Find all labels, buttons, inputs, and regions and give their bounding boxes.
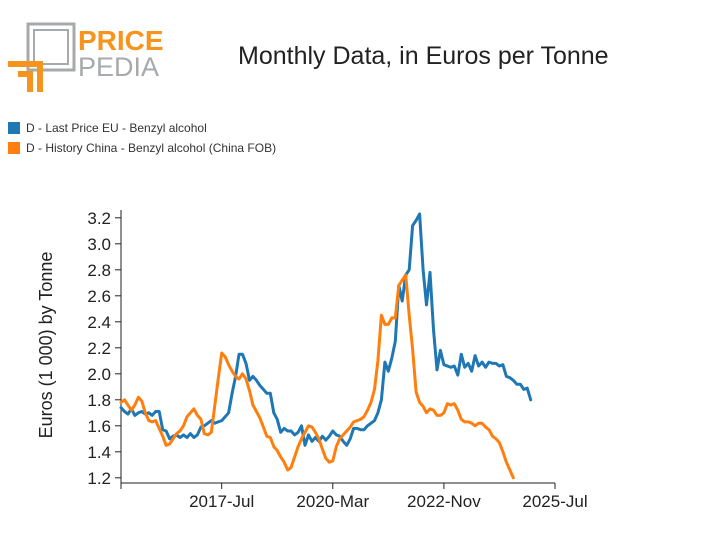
logo-mark-icon: PRICE PEDIA	[8, 22, 164, 92]
series-line-china[interactable]	[119, 273, 515, 480]
y-tick-label: 1.2	[87, 469, 111, 488]
x-tick-label: 2020-Mar	[296, 492, 369, 511]
x-axis: 2017-Jul 2020-Mar 2022-Nov 2025-Jul	[120, 482, 588, 511]
logo-frame-outer	[26, 22, 76, 72]
series-layer	[119, 212, 533, 480]
legend-label-china: D - History China - Benzyl alcohol (Chin…	[26, 141, 277, 155]
legend-item-eu[interactable]: D - Last Price EU - Benzyl alcohol	[8, 118, 276, 138]
series-line-eu[interactable]	[119, 212, 533, 447]
logo-bracket-inner	[18, 71, 33, 92]
y-tick-label: 2.6	[87, 287, 111, 306]
logo-text-top: PRICE	[78, 25, 164, 56]
y-tick-label: 2.0	[87, 365, 111, 384]
y-axis-title: Euros (1 000) by Tonne	[36, 252, 56, 439]
logo-text-bottom: PEDIA	[78, 52, 159, 82]
y-tick-label: 2.2	[87, 339, 111, 358]
pricepedia-logo: PRICE PEDIA	[8, 22, 168, 92]
y-tick-label: 3.0	[87, 235, 111, 254]
y-axis: 1.2 1.4 1.6 1.8 2.0 2.2 2.4 2.6 2.8 3.0 3.2	[87, 209, 122, 488]
legend-swatch-china	[8, 142, 20, 154]
y-tick-label: 3.2	[87, 209, 111, 228]
y-tick-label: 1.6	[87, 417, 111, 436]
legend-label-eu: D - Last Price EU - Benzyl alcohol	[26, 121, 207, 135]
legend-item-china[interactable]: D - History China - Benzyl alcohol (Chin…	[8, 138, 276, 158]
x-tick-label: 2025-Jul	[522, 492, 587, 511]
legend-swatch-eu	[8, 122, 20, 134]
logo-frame-inner	[33, 29, 69, 65]
x-tick-label: 2022-Nov	[407, 492, 481, 511]
legend: D - Last Price EU - Benzyl alcohol D - H…	[8, 118, 276, 158]
logo-bracket-outer	[8, 61, 43, 92]
y-tick-label: 1.4	[87, 443, 111, 462]
x-tick-label: 2017-Jul	[189, 492, 254, 511]
y-tick-label: 1.8	[87, 391, 111, 410]
y-tick-label: 2.8	[87, 261, 111, 280]
y-tick-label: 2.4	[87, 313, 111, 332]
chart-title: Monthly Data, in Euros per Tonne	[238, 42, 609, 70]
